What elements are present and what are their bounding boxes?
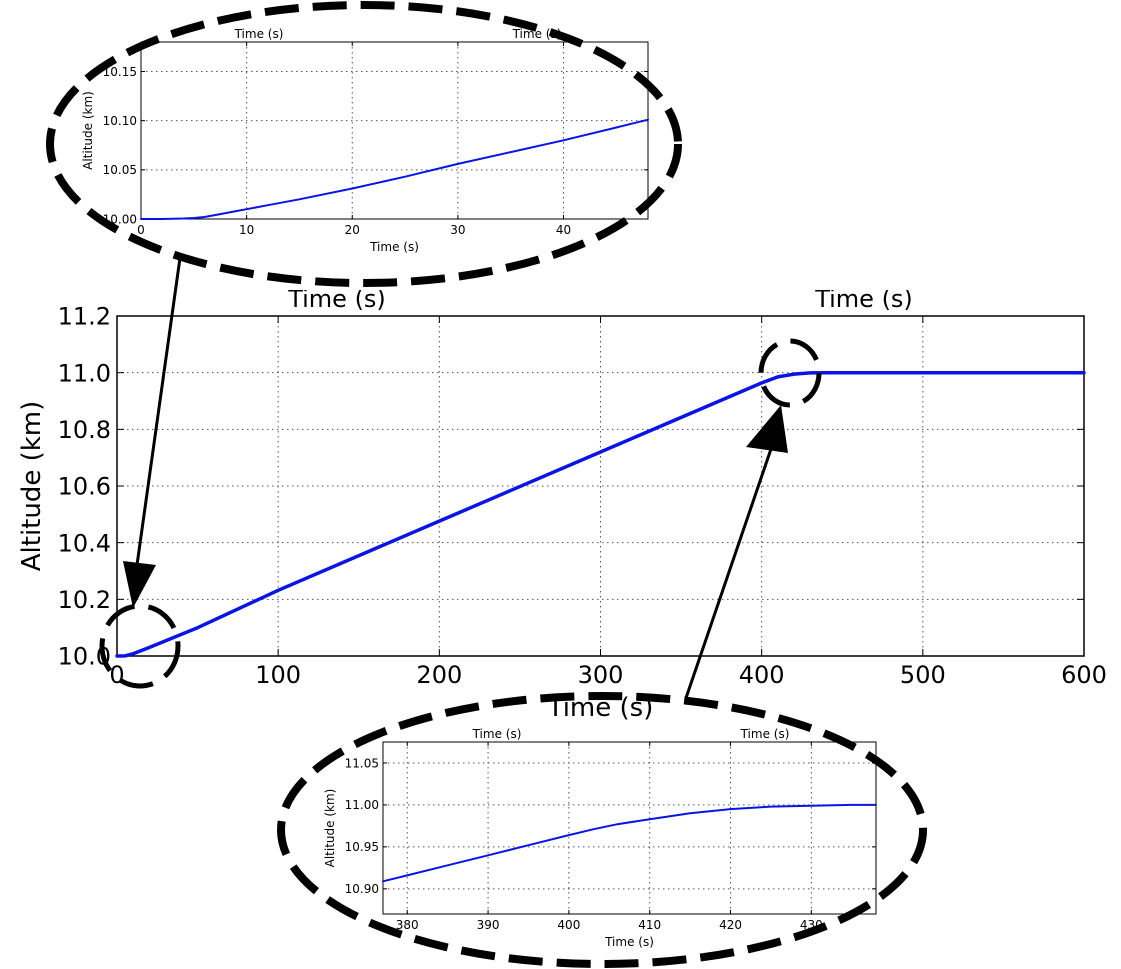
x-axis-label: Time (s) — [604, 935, 654, 949]
x-tick-label: 10 — [239, 223, 254, 237]
x-tick-label: 400 — [739, 661, 785, 689]
plot-area — [382, 741, 877, 915]
y-tick-label: 11.2 — [58, 303, 111, 331]
x-tick-label: 20 — [345, 223, 360, 237]
y-tick-label: 10.2 — [58, 586, 111, 614]
x-tick-label: 0 — [137, 223, 145, 237]
zoom-callout-start — [46, 1, 682, 287]
region-circle-end — [758, 338, 822, 408]
x-tick-label: 30 — [450, 223, 465, 237]
arrow-head — [123, 561, 156, 608]
top-axis-label: Time (s) — [814, 285, 913, 313]
y-tick-label: 10.15 — [103, 65, 137, 79]
altitude-series-line — [382, 803, 877, 883]
chart-zoom-start: Time (s) Time (s)0 10 20 30 4010.0010.0510.10… — [81, 27, 649, 254]
x-tick-label: 40 — [556, 223, 571, 237]
top-axis-label: Time (s) — [512, 27, 562, 41]
zoom-callout-end — [277, 692, 927, 968]
x-tick-label: 420 — [719, 918, 742, 932]
altitude-series-line — [115, 370, 1086, 658]
x-tick-label: 410 — [638, 918, 661, 932]
x-tick-label: 200 — [416, 661, 462, 689]
top-axis-label: Time (s) — [740, 727, 790, 741]
y-axis-label: Altitude (km) — [323, 789, 337, 868]
y-tick-label: 11.00 — [345, 798, 379, 812]
altitude-series-line — [140, 118, 649, 220]
y-tick-label: 10.4 — [58, 529, 111, 557]
x-tick-label: 300 — [578, 661, 624, 689]
arrow-to-start-region — [135, 257, 182, 566]
arrow-to-end-region — [684, 448, 773, 699]
top-axis-label: Time (s) — [234, 27, 284, 41]
y-tick-label: 10.10 — [103, 114, 137, 128]
top-axis-label: Time (s) — [287, 285, 386, 313]
y-tick-label: 10.90 — [345, 882, 379, 896]
chart-main: Time (s) Time (s)0 100 200 300 400 500 60010.01… — [17, 285, 1107, 723]
y-axis-label: Altitude (km) — [17, 401, 47, 572]
y-axis-label: Altitude (km) — [81, 91, 95, 170]
top-axis-label: Time (s) — [472, 727, 522, 741]
plot-area — [140, 41, 649, 220]
x-tick-label: 600 — [1061, 661, 1107, 689]
y-tick-label: 10.05 — [103, 163, 137, 177]
x-tick-label: 400 — [557, 918, 580, 932]
y-tick-label: 10.6 — [58, 473, 111, 501]
callout-overlay — [46, 1, 927, 968]
x-axis-label: Time (s) — [369, 240, 419, 254]
arrow-head — [746, 405, 788, 453]
x-tick-label: 100 — [255, 661, 301, 689]
x-tick-label: 0 — [109, 661, 124, 689]
y-tick-label: 10.8 — [58, 416, 111, 444]
y-tick-label: 10.95 — [345, 840, 379, 854]
y-tick-label: 11.0 — [58, 359, 111, 387]
chart-zoom-end: Time (s) Time (s)380 390 400 410 420 43010.901… — [323, 727, 877, 949]
region-circle-start — [99, 603, 181, 689]
y-tick-label: 11.05 — [345, 756, 379, 770]
x-tick-label: 390 — [477, 918, 500, 932]
x-tick-label: 500 — [900, 661, 946, 689]
x-tick-label: 380 — [396, 918, 419, 932]
